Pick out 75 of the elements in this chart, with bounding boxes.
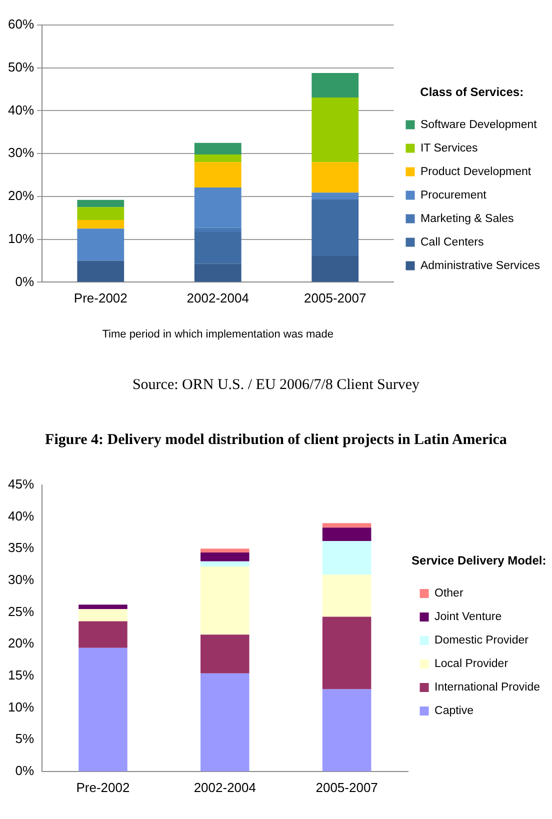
legend-label: Domestic Provider: [434, 634, 529, 647]
x-tick-label: 2002-2004: [186, 290, 249, 306]
bar: [194, 232, 242, 264]
bar: [77, 228, 124, 261]
bar: [78, 648, 128, 772]
bar: [200, 634, 250, 674]
y-tick-label: 0%: [15, 762, 34, 778]
y-tick-label: 20%: [8, 188, 34, 204]
legend-label: Captive: [434, 705, 474, 718]
legend-label: Joint Venture: [434, 611, 502, 624]
x-tick-label: 2002-2004: [194, 780, 256, 795]
y-tick-label: 5%: [15, 731, 34, 746]
bar: [200, 552, 250, 562]
bar: [312, 73, 359, 98]
legend-label: Software Development: [420, 118, 538, 131]
y-tick-label: 40%: [8, 508, 34, 524]
x-axis-title: Time period in which implementation was made: [102, 328, 334, 340]
legend-title: Class of Services:: [420, 84, 524, 99]
y-tick-label: 15%: [8, 668, 34, 683]
legend-label: Other: [434, 588, 464, 600]
y-tick-label: 60%: [8, 16, 34, 32]
bar: [312, 199, 359, 256]
bar: [77, 200, 124, 208]
x-tick-label: Pre-2002: [76, 780, 130, 795]
bar: [78, 609, 128, 622]
x-tick-label: Pre-2002: [74, 290, 128, 306]
y-tick-label: 50%: [8, 59, 34, 74]
y-tick-label: 25%: [8, 604, 34, 619]
bar: [77, 220, 124, 229]
bar: [312, 97, 359, 162]
legend-label: Local Provider: [434, 658, 508, 670]
bar: [312, 192, 359, 200]
y-tick-label: 10%: [8, 230, 34, 246]
y-tick-label: 45%: [8, 476, 34, 492]
bar: [322, 574, 372, 617]
x-tick-label: 2005-2007: [304, 290, 366, 306]
y-tick-label: 40%: [8, 102, 34, 118]
bar: [78, 604, 128, 610]
legend-label: Marketing & Sales: [420, 212, 514, 225]
bar: [322, 523, 372, 528]
bar: [194, 187, 242, 228]
y-tick-label: 30%: [8, 145, 34, 160]
bar: [322, 689, 372, 772]
bar: [200, 673, 250, 772]
x-tick-label: 2005-2007: [316, 780, 378, 795]
bar: [77, 207, 124, 220]
y-tick-label: 30%: [8, 572, 34, 588]
bar: [200, 561, 250, 566]
chart-title: Figure 4: Delivery model distribution of client projects in Latin America: [44, 431, 508, 450]
legend-label: IT Services: [420, 142, 478, 154]
bar: [78, 621, 128, 648]
bar: [312, 256, 359, 282]
legend-label: Administrative Services: [420, 260, 540, 272]
legend-label: International Provide: [434, 682, 540, 694]
legend-label: Procurement: [420, 189, 488, 202]
y-tick-label: 20%: [8, 636, 34, 651]
bar: [194, 162, 242, 188]
y-tick-label: 10%: [8, 699, 34, 714]
bar: [200, 548, 250, 552]
bar: [312, 162, 359, 193]
bar: [322, 528, 372, 542]
bar: [194, 142, 242, 154]
bar: [194, 154, 242, 162]
legend-title: Service Delivery Model:: [412, 554, 546, 568]
bar: [322, 541, 372, 575]
source-note: Source: ORN U.S. / EU 2006/7/8 Client Survey: [131, 376, 421, 395]
y-tick-label: 0%: [15, 274, 34, 289]
y-tick-label: 35%: [8, 540, 34, 556]
bar: [322, 616, 372, 690]
bar: [194, 228, 242, 232]
bar: [77, 260, 124, 282]
bar: [194, 264, 242, 282]
bar: [200, 566, 250, 635]
legend-label: Product Development: [420, 166, 532, 178]
legend-label: Call Centers: [420, 236, 484, 248]
